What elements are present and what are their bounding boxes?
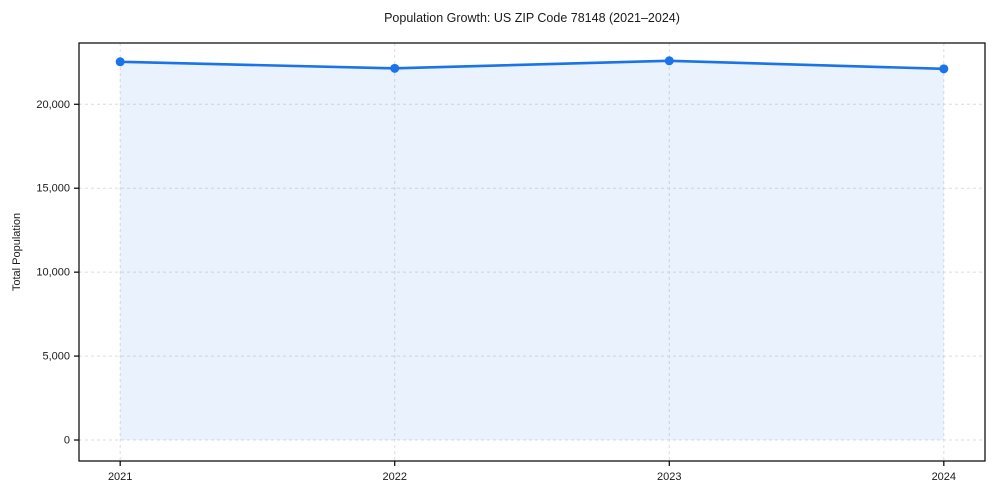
- y-tick-label: 10,000: [36, 267, 70, 279]
- x-tick-label: 2024: [932, 471, 956, 483]
- x-tick-label: 2023: [657, 471, 681, 483]
- y-tick-label: 0: [64, 435, 70, 447]
- y-tick-label: 5,000: [42, 351, 70, 363]
- trend-line: [118, 59, 946, 71]
- plot-border: [78, 42, 986, 462]
- y-tick-label: 20,000: [36, 99, 70, 111]
- data-point-2024: [939, 64, 949, 74]
- data-point-2021: [115, 57, 125, 67]
- x-tick-label: 2021: [108, 471, 132, 483]
- y-axis-label: Total Population: [11, 212, 23, 292]
- area-fill: [120, 60, 944, 441]
- chart-title: Population Growth: US ZIP Code 78148 (20…: [384, 11, 680, 25]
- y-tick-label: 15,000: [36, 183, 70, 195]
- x-tick-label: 2022: [382, 471, 406, 483]
- data-point-2022: [390, 63, 400, 73]
- data-point-2023: [664, 56, 674, 66]
